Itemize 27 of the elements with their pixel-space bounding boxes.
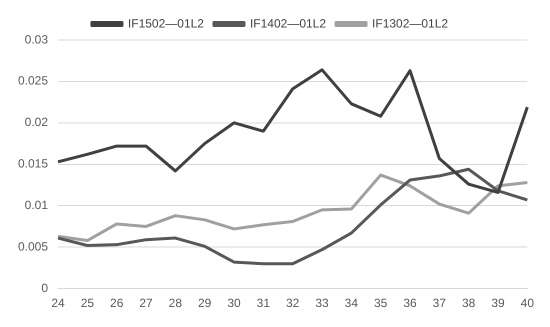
legend-label: IF1302—01L2 — [372, 16, 448, 30]
legend-label: IF1502—01L2 — [128, 16, 204, 30]
x-tick-label: 26 — [110, 296, 124, 310]
y-tick-label: 0.03 — [24, 32, 48, 46]
y-tick-label: 0.005 — [18, 239, 48, 254]
x-tick-label: 27 — [139, 296, 154, 310]
x-tick-label: 35 — [374, 296, 388, 310]
x-tick-label: 37 — [432, 296, 446, 310]
x-tick-label: 34 — [344, 296, 358, 310]
y-tick-label: 0.025 — [18, 74, 48, 88]
x-tick-label: 28 — [168, 296, 182, 310]
x-tick-label: 36 — [403, 296, 417, 310]
x-tick-label: 31 — [256, 296, 270, 310]
legend-label: IF1402—01L2 — [250, 16, 326, 30]
x-tick-label: 40 — [520, 296, 534, 310]
x-tick-label: 39 — [491, 296, 505, 310]
y-tick-label: 0.02 — [24, 115, 48, 130]
x-tick-label: 24 — [51, 296, 66, 310]
y-tick-label: 0 — [41, 280, 48, 295]
x-tick-label: 32 — [286, 296, 300, 310]
x-tick-label: 30 — [227, 296, 242, 310]
x-tick-label: 38 — [462, 296, 476, 310]
x-tick-label: 25 — [80, 296, 94, 310]
y-tick-label: 0.015 — [18, 156, 48, 171]
y-tick-label: 0.01 — [24, 198, 48, 212]
x-tick-label: 29 — [198, 296, 212, 310]
x-tick-label: 33 — [315, 296, 330, 310]
